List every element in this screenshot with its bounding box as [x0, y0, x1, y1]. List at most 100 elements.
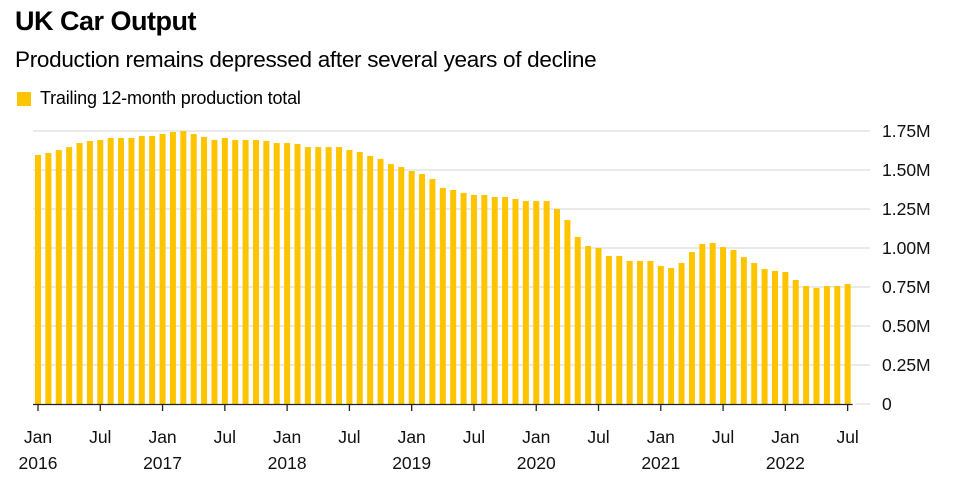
y-tick-label: 1.25M	[882, 199, 931, 219]
x-tick-label-month: Jul	[836, 427, 858, 447]
bar	[709, 243, 716, 404]
bar	[751, 262, 758, 404]
y-axis-labels: 1.75M 1.50M 1.25M 1.00M 0.75M 0.50M 0.25M 0	[882, 121, 931, 414]
bar	[699, 243, 706, 404]
bar	[564, 220, 571, 404]
legend: Trailing 12-month production total	[17, 88, 301, 109]
bar	[792, 279, 799, 404]
y-tick-label: 0.75M	[882, 277, 931, 297]
x-tick-label-month: Jan	[647, 427, 675, 447]
bar	[761, 269, 768, 404]
bar	[263, 140, 270, 405]
bar	[512, 199, 519, 404]
bar	[273, 143, 280, 404]
bar	[626, 260, 633, 404]
bar	[429, 179, 436, 404]
bar	[616, 255, 623, 404]
x-tick-label-month: Jan	[24, 427, 52, 447]
bar	[66, 147, 73, 404]
x-tick-label-month: Jul	[587, 427, 609, 447]
bar	[190, 133, 197, 404]
bar	[605, 255, 612, 404]
bar	[294, 143, 301, 404]
bar	[325, 147, 332, 404]
x-tick-label-month: Jan	[398, 427, 426, 447]
bar	[637, 260, 644, 404]
x-axis	[33, 403, 853, 411]
bar	[522, 201, 529, 404]
bar	[252, 140, 259, 405]
x-tick-label-year: 2022	[766, 453, 805, 473]
bar	[86, 140, 93, 405]
x-tick-label-month: Jul	[214, 427, 236, 447]
bar	[543, 201, 550, 404]
bar	[201, 136, 208, 404]
bar	[502, 196, 509, 404]
bar	[211, 140, 218, 405]
bar	[585, 245, 592, 404]
x-tick-label-month: Jan	[273, 427, 301, 447]
bar	[460, 192, 467, 404]
bar	[242, 140, 249, 405]
bar	[180, 131, 187, 404]
bar	[315, 147, 322, 404]
bar	[668, 267, 675, 404]
bar	[45, 153, 52, 404]
bar	[554, 209, 560, 404]
bar	[533, 201, 540, 404]
x-tick-label-year: 2021	[641, 453, 680, 473]
x-tick-label-month: Jan	[771, 427, 799, 447]
x-tick-label-month: Jul	[712, 427, 734, 447]
bar	[169, 131, 176, 404]
bar	[128, 138, 135, 404]
legend-swatch	[17, 91, 31, 106]
y-tick-label: 0	[882, 394, 892, 414]
bar	[284, 143, 291, 404]
bar	[221, 138, 228, 404]
chart-title: UK Car Output	[15, 6, 196, 36]
x-axis-labels: Jan 2016 Jul Jan 2017 Jul Jan 2018 Jul Jan 2019 Jul…	[19, 427, 859, 473]
x-tick-label-year: 2018	[268, 453, 307, 473]
bar	[678, 262, 685, 404]
bar	[782, 272, 789, 404]
bar	[55, 150, 62, 404]
bar	[408, 170, 415, 404]
bar	[387, 164, 394, 404]
bar	[481, 194, 488, 404]
bar	[35, 155, 41, 404]
bar	[450, 189, 457, 404]
bar	[813, 287, 820, 404]
bar	[398, 167, 405, 404]
bar	[491, 196, 498, 404]
y-tick-label: 0.50M	[882, 316, 931, 336]
x-tick-label-month: Jul	[89, 427, 111, 447]
bar	[304, 147, 311, 404]
bar	[356, 152, 363, 404]
bar	[771, 270, 778, 404]
bar	[688, 252, 695, 404]
bar	[138, 135, 145, 405]
bar	[377, 158, 384, 404]
legend-label: Trailing 12-month production total	[40, 88, 301, 108]
bar	[730, 250, 737, 404]
bar	[740, 257, 747, 404]
bar	[647, 260, 654, 404]
x-tick-label-month: Jan	[522, 427, 550, 447]
bar	[419, 174, 426, 404]
y-tick-label: 0.25M	[882, 355, 931, 375]
bar	[720, 247, 727, 404]
chart-subtitle: Production remains depressed after sever…	[15, 47, 597, 72]
bar	[346, 150, 353, 404]
bar	[834, 286, 841, 404]
x-tick-label-month: Jan	[148, 427, 176, 447]
bar	[844, 284, 851, 404]
y-tick-label: 1.75M	[882, 121, 931, 141]
bar	[159, 133, 166, 404]
bars	[35, 131, 851, 405]
y-tick-label: 1.50M	[882, 160, 931, 180]
bar	[232, 140, 239, 405]
bar	[336, 147, 343, 404]
bar	[574, 236, 581, 404]
bar	[118, 138, 125, 404]
